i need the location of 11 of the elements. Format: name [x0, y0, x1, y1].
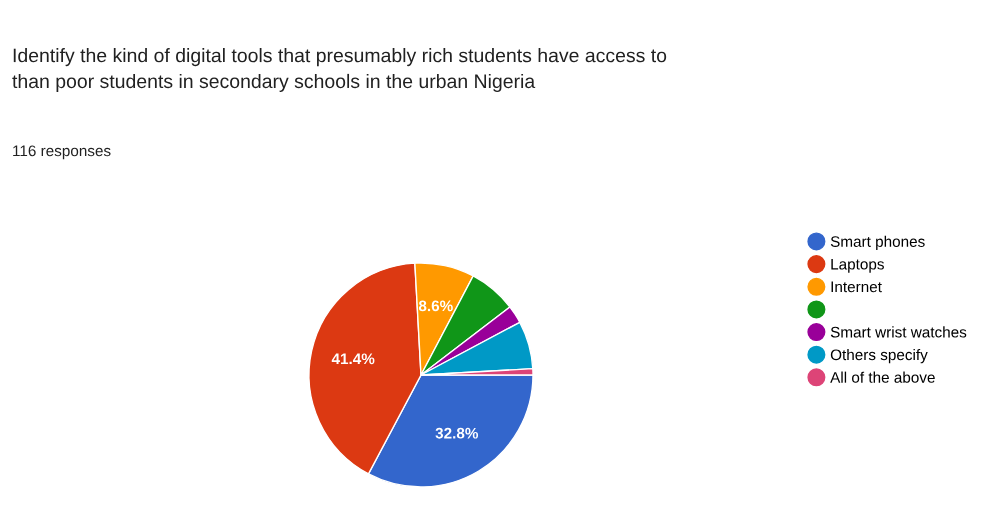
legend-label: All of the above — [830, 371, 935, 383]
legend-label: Others specify — [830, 348, 928, 364]
data-label: 41.4% — [331, 353, 375, 365]
chart-title: Identify the kind of digital tools that presumably rich students have access to than poor students in secondary schools in the urban Nigeria — [12, 48, 667, 92]
legend-label: Smart wrist watches — [830, 326, 967, 338]
legend-label: Laptops — [831, 258, 884, 273]
legend-label: Internet — [831, 281, 882, 293]
text: 116 responses — [13, 145, 111, 160]
data-label: 32.8% — [435, 427, 479, 439]
legend-label: Smart phones — [830, 235, 925, 250]
data-label: 8.6% — [418, 300, 453, 312]
